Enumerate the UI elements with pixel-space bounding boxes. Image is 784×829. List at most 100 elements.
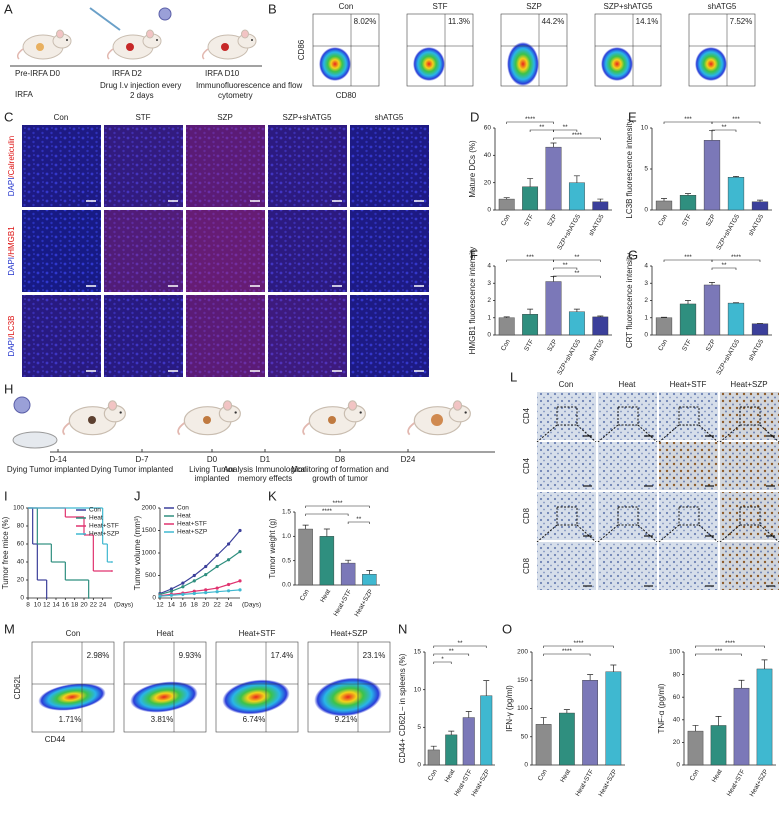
y-tick-label: 2000	[142, 505, 157, 512]
step-end	[87, 597, 90, 599]
bar	[535, 724, 552, 766]
panel-label: H	[4, 381, 13, 396]
timeline-day: D-14	[49, 455, 67, 464]
panel-label: K	[268, 488, 277, 503]
significance-bracket	[711, 267, 737, 270]
legend-label: Heat+STF	[89, 523, 119, 530]
micrograph	[104, 125, 183, 207]
x-tick-label: Con	[537, 768, 549, 782]
error-bar	[597, 198, 604, 202]
y-tick-label: 1000	[142, 550, 157, 557]
y-tick-label: 10	[641, 125, 649, 132]
bar	[568, 311, 585, 336]
micrograph	[268, 210, 347, 292]
significance-bracket	[553, 137, 601, 140]
micrograph	[350, 210, 429, 292]
x-tick-label: shATG5	[747, 338, 765, 362]
tumor	[328, 416, 336, 424]
zoom-line	[597, 524, 619, 543]
significance-bracket	[711, 129, 737, 132]
error-bar	[661, 198, 667, 201]
step-end	[111, 561, 113, 563]
x-tick-label: STF	[681, 213, 693, 227]
panel-label: L	[510, 369, 517, 384]
significance-bracket	[553, 275, 601, 278]
error-bar	[483, 680, 490, 696]
tumor	[221, 43, 229, 51]
bar	[340, 562, 356, 586]
stain-marker: /LC3B	[7, 316, 16, 338]
group-label: shATG5	[375, 113, 404, 122]
zoom-line	[658, 424, 680, 443]
dish	[12, 431, 58, 449]
timeline-event: Dying Tumor implanted	[7, 465, 89, 474]
error-bar	[692, 725, 699, 732]
timeline-day: D-7	[136, 455, 149, 464]
x-tick-label: SZP	[705, 213, 717, 227]
bar	[733, 687, 750, 766]
point	[215, 564, 219, 569]
signal-overlay	[268, 295, 347, 377]
panel-label: O	[502, 621, 512, 636]
schematic-h	[12, 396, 495, 453]
legend-label: Heat+SZP	[177, 529, 207, 536]
point	[238, 588, 242, 592]
group-label: STF	[432, 2, 447, 11]
timeline-event: memory effects	[238, 474, 293, 483]
tumor	[88, 416, 96, 424]
stain-label: DAPI/LC3B	[7, 316, 16, 357]
flow-density	[695, 47, 727, 81]
zoom-line	[759, 424, 780, 443]
error-bar	[685, 300, 691, 304]
micrograph	[268, 125, 347, 207]
bar	[445, 734, 458, 766]
legend-label: Heat	[177, 513, 191, 520]
point	[181, 592, 185, 597]
group-label: Heat+SZP	[730, 380, 767, 389]
group-label: Heat	[157, 629, 175, 638]
bar	[727, 302, 745, 336]
timeline-event: Monitoring of formation and	[291, 465, 388, 474]
x-tick-label: 22	[214, 602, 222, 609]
axis-label: CD80	[336, 91, 357, 100]
bar	[687, 730, 704, 766]
y-tick-label: 1.5	[282, 509, 291, 516]
x-tick-label: SZP	[546, 338, 558, 352]
step-end	[111, 570, 113, 572]
signal-overlay	[268, 125, 347, 207]
schematic-a: Pre-IRFA D0 IRFA IRFA D2 Drug I.v inject…	[10, 7, 303, 100]
y-tick-label: 0	[20, 595, 24, 602]
error-bar	[661, 316, 667, 318]
point	[181, 581, 185, 585]
series-line	[159, 580, 241, 597]
micrograph	[186, 125, 265, 207]
significance-label: ***	[715, 648, 723, 655]
panel-label: C	[4, 109, 13, 124]
y-tick-label: 80	[17, 523, 25, 530]
y-axis-label: HMGB1 fluorescence intensity	[468, 247, 477, 355]
x-tick-label: 16	[62, 602, 70, 609]
y-tick-label: 5	[644, 166, 648, 173]
error-bar	[345, 559, 352, 564]
stain-label: DAPI/Calreticulin	[7, 136, 16, 196]
micrograph	[350, 295, 429, 377]
ihc-image	[537, 542, 596, 590]
tumor	[126, 43, 134, 51]
row-label: CD4	[522, 407, 531, 424]
point	[169, 587, 174, 591]
significance-bracket	[433, 653, 470, 656]
significance-label: ***	[526, 254, 534, 261]
significance-label: ****	[562, 648, 573, 655]
x-tick-label: SZP+shATG5	[715, 338, 741, 376]
y-tick-label: 15	[414, 649, 422, 656]
signal-overlay	[350, 210, 429, 292]
signal-overlay	[350, 295, 429, 377]
step-note: Immunofluorescence and flow	[196, 81, 303, 90]
signal-overlay	[104, 210, 183, 292]
error-bar	[573, 308, 580, 312]
group-label: SZP	[526, 2, 542, 11]
bar	[462, 717, 475, 766]
significance-bracket	[543, 653, 591, 656]
series-line	[159, 589, 241, 597]
